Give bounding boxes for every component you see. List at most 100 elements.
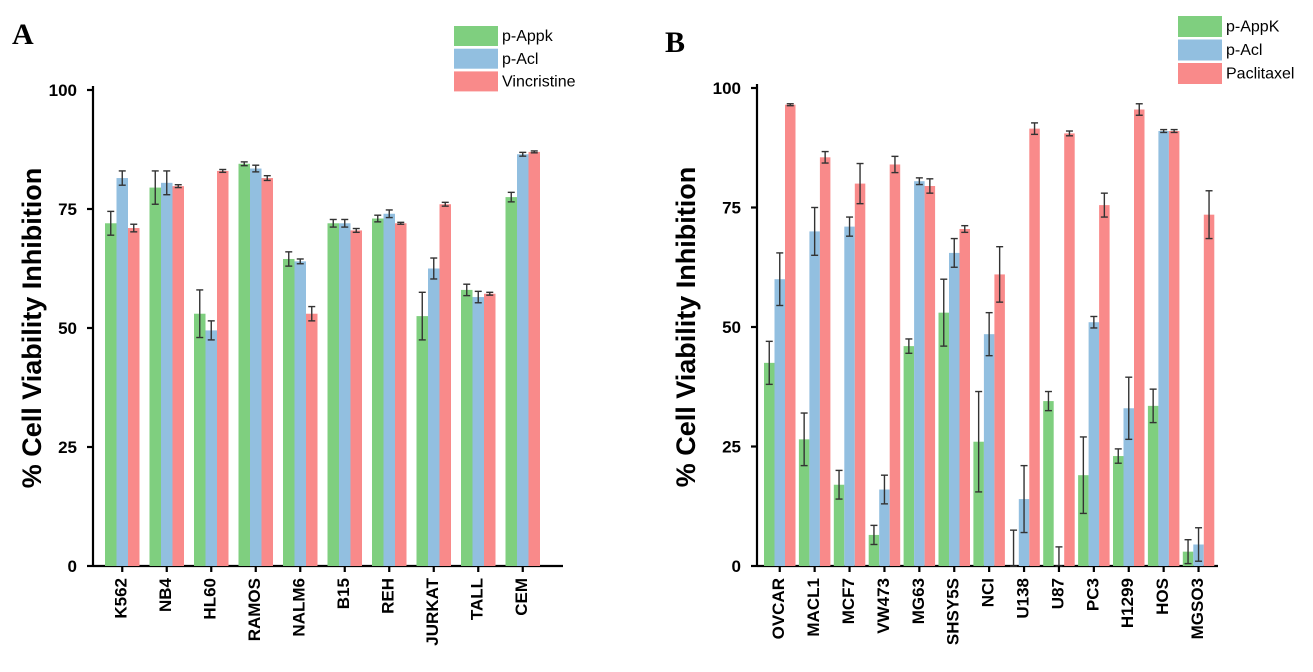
legend-swatch [1178, 16, 1222, 37]
x-tick-label: K562 [112, 578, 131, 619]
bar-paclitaxel-mcf7 [854, 183, 866, 566]
legend-swatch [1178, 39, 1222, 61]
bar-vincristine-tall [484, 293, 496, 566]
x-tick-label: H1299 [1118, 578, 1137, 628]
bar-paclitaxel-u87 [1064, 133, 1075, 566]
panel-letter: A [12, 18, 34, 51]
x-tick-label: REH [379, 578, 398, 614]
legend-swatch [454, 26, 498, 46]
bar-p-acl-cem [517, 154, 529, 566]
x-tick-label: RAMOS [245, 578, 264, 641]
bar-paclitaxel-nci [994, 274, 1005, 566]
bar-p-appk-mcf7 [833, 484, 845, 566]
x-tick-label: OVCAR [769, 578, 788, 639]
bar-p-appk-hl60 [194, 313, 206, 566]
x-tick-label: VW473 [874, 578, 893, 634]
bar-paclitaxel-shsy5s [959, 229, 970, 566]
bar-p-acl-hos [1158, 131, 1169, 566]
legend-swatch [454, 71, 498, 92]
bar-p-acl-reh [383, 213, 395, 566]
x-tick-label: MGSO3 [1188, 578, 1207, 639]
bar-p-appk-ramos [238, 163, 250, 566]
panel-a: A % Cell Viability Inhibition 0 25 50 75 100 K5… [12, 18, 576, 646]
bar-p-acl-k562 [116, 178, 128, 566]
bar-vincristine-hl60 [217, 170, 229, 567]
bar-p-appk-macl1 [798, 439, 810, 566]
bar-p-acl-tall [472, 297, 484, 566]
bar-p-appk-pc3 [1078, 475, 1089, 566]
bar-vincristine-b15 [350, 230, 362, 567]
bar-p-appk-cem [505, 197, 517, 566]
x-tick-label: NALM6 [290, 578, 309, 637]
bar-p-appk-jurkat [416, 316, 428, 566]
bar-paclitaxel-vw473 [889, 164, 901, 567]
x-tick-label: MACL1 [804, 578, 823, 637]
legend-swatch [454, 48, 498, 69]
y-tick-label: 0 [732, 557, 741, 576]
bar-paclitaxel-hos [1168, 131, 1180, 566]
x-tick-label: NB4 [156, 577, 175, 612]
x-tick-label: U87 [1048, 578, 1067, 609]
y-tick-label: 0 [68, 557, 77, 576]
y-tick-label: 50 [58, 319, 77, 338]
x-tick-label: B15 [334, 578, 353, 609]
bar-p-appk-reh [372, 218, 384, 566]
bar-p-acl-macl1 [809, 231, 820, 566]
bar-p-appk-h1299 [1113, 456, 1124, 566]
bar-p-acl-jurkat [428, 268, 440, 566]
y-axis-label: % Cell Viability Inhibition [671, 167, 701, 488]
y-tick-label: 50 [722, 318, 741, 337]
x-tick-label: HOS [1153, 578, 1172, 615]
bar-p-acl-hl60 [205, 330, 217, 566]
x-tick-label: NCI [979, 578, 998, 607]
y-tick-label: 25 [58, 438, 77, 457]
bar-p-acl-pc3 [1088, 322, 1100, 566]
legend-label: p-Appk [502, 28, 554, 45]
bar-p-acl-mg63 [914, 181, 925, 566]
bar-p-acl-ramos [250, 168, 262, 567]
x-tick-label: JURKAT [423, 577, 442, 645]
bar-vincristine-ramos [261, 178, 273, 566]
y-tick-label: 75 [58, 200, 77, 219]
bar-p-acl-h1299 [1123, 408, 1134, 566]
bar-p-appk-nci [973, 441, 984, 566]
bar-paclitaxel-u138 [1029, 128, 1040, 566]
bar-p-acl-b15 [339, 223, 351, 566]
x-tick-label: HL60 [201, 578, 220, 620]
panel-b: B % Cell Viability Inhibition 0 25 50 75 100 OV… [665, 16, 1294, 645]
bar-p-appk-ovcar [764, 362, 775, 566]
bar-paclitaxel-ovcar [785, 104, 796, 566]
legend-label: p-Acl [1226, 42, 1262, 59]
y-axis-label: % Cell Viability Inhibition [17, 168, 47, 489]
x-tick-label: MG63 [909, 578, 928, 624]
bar-vincristine-cem [528, 151, 540, 566]
bar-p-appk-shsy5s [938, 312, 949, 566]
bar-paclitaxel-mgso3 [1203, 214, 1215, 567]
bar-vincristine-k562 [128, 228, 140, 567]
bar-p-appk-k562 [105, 223, 117, 566]
y-tick-label: 25 [722, 438, 741, 457]
legend-label: Vincristine [502, 74, 576, 91]
bar-p-appk-hos [1147, 405, 1159, 566]
bar-p-appk-nb4 [149, 187, 161, 566]
x-tick-label: PC3 [1083, 578, 1102, 611]
bar-p-appk-b15 [327, 223, 339, 566]
bar-p-appk-mg63 [903, 346, 915, 566]
bar-p-acl-nci [983, 334, 995, 566]
bar-p-acl-mcf7 [844, 226, 855, 566]
y-tick-label: 75 [722, 199, 741, 218]
bar-p-appk-tall [461, 289, 473, 566]
bar-paclitaxel-pc3 [1099, 205, 1110, 567]
bar-p-acl-nalm6 [294, 261, 306, 566]
legend-swatch [1178, 63, 1222, 84]
bar-vincristine-nalm6 [306, 313, 318, 566]
x-tick-label: MCF7 [839, 578, 858, 624]
bar-p-acl-ovcar [774, 279, 785, 566]
bar-vincristine-nb4 [172, 186, 184, 567]
bar-vincristine-jurkat [439, 204, 451, 567]
bar-p-acl-shsy5s [949, 252, 960, 566]
x-tick-label: CEM [512, 578, 531, 616]
x-tick-label: TALL [468, 578, 487, 620]
y-tick-label: 100 [49, 81, 77, 100]
